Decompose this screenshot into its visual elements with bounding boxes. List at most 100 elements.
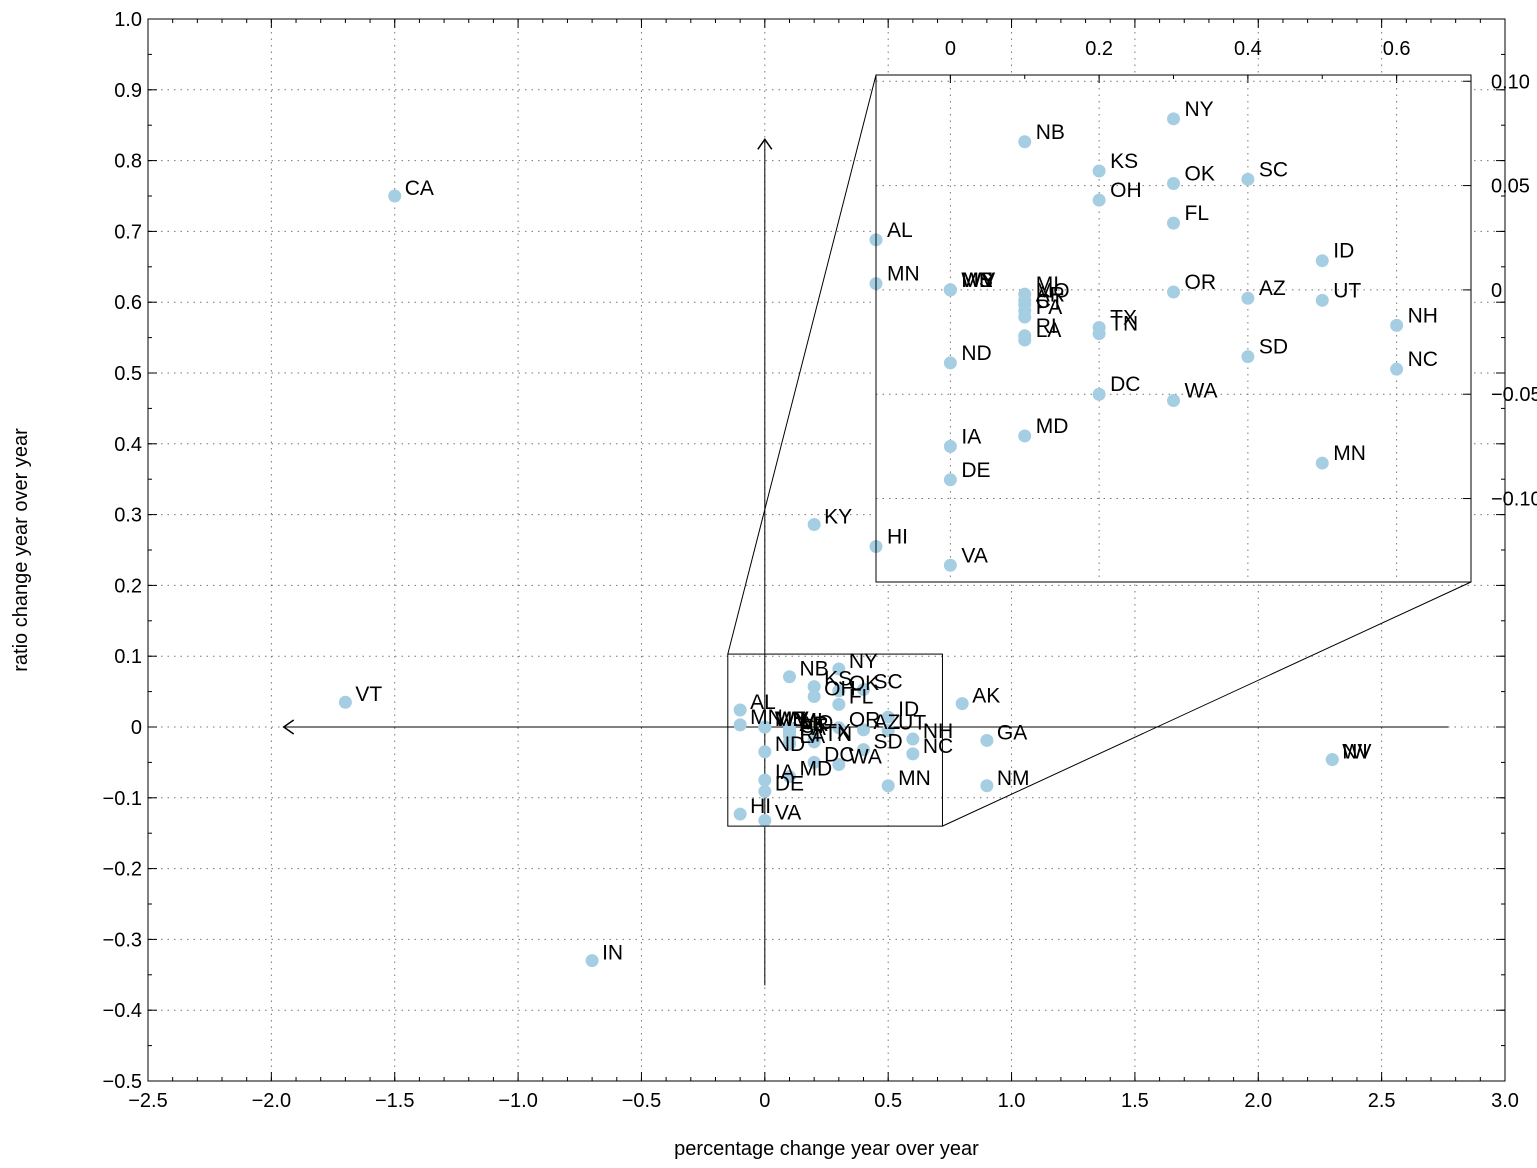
point-label: SD: [874, 731, 903, 754]
point-label: IA: [775, 761, 795, 784]
point-label: OK: [849, 672, 879, 695]
inset-point-label: FL: [1185, 202, 1210, 225]
inset-point-label: SD: [1259, 336, 1288, 359]
inset-data-point: [1018, 310, 1032, 324]
data-point: [832, 758, 846, 772]
inset-point-label: WY: [961, 269, 995, 292]
inset-point-label: MI: [1036, 273, 1059, 296]
data-point: [782, 737, 796, 751]
inset-point-label: AL: [887, 219, 913, 242]
y-tick-label: −0.3: [103, 929, 142, 951]
point-label: AR: [799, 713, 828, 736]
x-tick-label: 1.5: [1121, 1090, 1149, 1112]
inset-data-point: [1092, 193, 1106, 207]
inset-data-point: [943, 473, 957, 487]
inset-data-point: [943, 283, 957, 297]
inset-point-label: UT: [1333, 279, 1361, 302]
inset-point-label: MN: [1333, 442, 1366, 465]
data-point: [733, 703, 747, 717]
point-label: ID: [898, 698, 919, 721]
y-tick-label: 0.4: [114, 434, 142, 456]
inset-point-label: OK: [1185, 162, 1215, 185]
point-label: TX: [824, 721, 851, 744]
inset-data-point: [1018, 429, 1032, 443]
data-point: [758, 745, 772, 759]
inset-point-label: MO: [1036, 279, 1070, 302]
inset-point-label: KS: [1110, 150, 1138, 173]
x-tick-label: −1.0: [498, 1090, 537, 1112]
inset-point-label: IA: [961, 425, 981, 448]
inset-data-point: [1092, 164, 1106, 178]
point-label: OH: [824, 678, 856, 701]
inset-data-point: [1092, 387, 1106, 401]
inset-point-label: SC: [1259, 158, 1288, 181]
data-point: [980, 779, 994, 793]
inset-point-label: MN: [887, 263, 920, 286]
inset-point-label: NB: [1036, 121, 1065, 144]
inset-point-label: AR: [1036, 284, 1065, 307]
y-tick-label: −0.1: [103, 788, 142, 810]
inset-data-point: [1390, 362, 1404, 376]
zoom-connector: [942, 581, 1472, 827]
point-label: VA: [775, 801, 801, 824]
point-label: GA: [997, 721, 1027, 744]
point-label: PA: [799, 717, 825, 740]
data-point: [980, 733, 994, 747]
x-tick-label: 0: [759, 1090, 770, 1112]
point-label: ND: [775, 733, 805, 756]
data-point: [832, 662, 846, 676]
x-tick-label: 0.5: [874, 1090, 902, 1112]
data-point: [832, 684, 846, 698]
data-point: [585, 954, 599, 968]
inset-y-tick-label: −0.05: [1491, 384, 1537, 406]
inset-data-point: [1241, 291, 1255, 305]
x-tick-label: −2.5: [128, 1090, 167, 1112]
y-tick-label: 0.9: [114, 80, 142, 102]
inset-data-point: [1167, 112, 1180, 126]
inset-point-label: RI: [1036, 315, 1057, 338]
inset-point-label: NC: [1408, 348, 1438, 371]
data-point: [807, 518, 821, 532]
inset-point-label: CT: [1036, 290, 1064, 313]
inset-data-point: [1167, 216, 1180, 230]
y-tick-label: 0.7: [114, 221, 142, 243]
inset-data-point: [1390, 318, 1404, 332]
plot-frame: [147, 18, 1506, 1082]
point-label: MN: [898, 767, 931, 790]
inset-data-point: [943, 356, 957, 370]
inset-frame: [875, 74, 1472, 583]
y-tick-label: −0.2: [103, 859, 142, 881]
point-label: NY: [849, 650, 878, 673]
y-tick-label: 0: [131, 717, 142, 739]
inset-point-label: DE: [961, 459, 990, 482]
point-label: WA: [849, 746, 882, 769]
inset-point-label: ND: [961, 342, 991, 365]
inset-point-label: ME: [961, 269, 993, 292]
data-point: [881, 779, 895, 793]
point-label: TN: [824, 723, 852, 746]
point-label: AZ: [874, 711, 901, 734]
inset-data-point: [1018, 333, 1032, 347]
point-label: VT: [355, 683, 382, 706]
point-label: HI: [750, 795, 771, 818]
data-point: [881, 724, 895, 738]
inset-y-tick-label: 0.10: [1491, 71, 1530, 93]
inset-point-label: HI: [887, 526, 908, 549]
data-point: [906, 732, 920, 746]
data-point: [857, 743, 871, 757]
point-label: KY: [824, 506, 852, 529]
inset-point-label: OH: [1110, 179, 1142, 202]
inset-point-label: TX: [1110, 306, 1137, 329]
point-label: OR: [849, 709, 881, 732]
point-label: WY: [775, 708, 809, 731]
inset-data-point: [1241, 172, 1255, 186]
y-tick-label: 0.1: [114, 646, 142, 668]
x-tick-label: 3.0: [1491, 1090, 1519, 1112]
inset-y-tick-label: 0: [1491, 280, 1502, 302]
inset-point-label: TN: [1110, 313, 1138, 336]
inset-data-point: [1315, 293, 1329, 307]
inset-point-label: NY: [1185, 98, 1214, 121]
inset-point-label: ID: [1333, 240, 1354, 263]
